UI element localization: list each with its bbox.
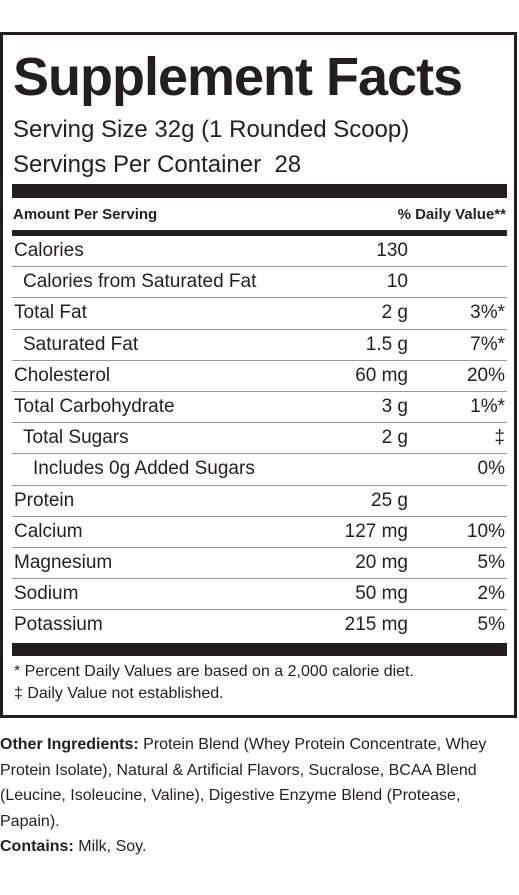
serving-size: Serving Size 32g (1 Rounded Scoop) xyxy=(13,116,410,143)
row: Includes 0g Added Sugars 0% xyxy=(12,454,507,486)
row: Calories from Saturated Fat 10 xyxy=(12,267,507,299)
daily-value: 10% xyxy=(466,520,505,542)
amount: 10 xyxy=(386,271,408,293)
contains: Contains: Milk, Soy. xyxy=(0,834,517,860)
footnote: * Percent Daily Values are based on a 2,… xyxy=(14,663,414,680)
facts-panel: Supplement Facts Serving Size 32g (1 Rou… xyxy=(0,32,517,718)
daily-value: 1%* xyxy=(470,395,505,417)
servings-per-container: Servings Per Container 28 xyxy=(13,151,302,178)
daily-value: 0% xyxy=(477,458,505,480)
daily-value: 5% xyxy=(477,614,505,636)
header-amount: Amount Per Serving xyxy=(13,206,158,223)
row: Magnesium 20 mg 5% xyxy=(12,548,507,580)
amount: 2 g xyxy=(381,427,408,449)
nutrient: Total Fat xyxy=(14,302,87,324)
row: Total Sugars 2 g ‡ xyxy=(12,423,507,455)
footnotes: * Percent Daily Values are based on a 2,… xyxy=(14,661,414,705)
nutrient: Total Sugars xyxy=(23,427,129,449)
amount: 3 g xyxy=(381,395,408,417)
nutrient: Calories from Saturated Fat xyxy=(23,271,257,293)
nutrient: Cholesterol xyxy=(14,364,111,386)
nutrient: Calories xyxy=(14,240,84,261)
row: Protein 25 g xyxy=(12,486,507,517)
amount: 60 mg xyxy=(355,364,408,386)
text: Protein Blend (Whey Protein Concentrate,… xyxy=(0,736,487,830)
daily-value: 5% xyxy=(477,551,505,573)
thick-rule xyxy=(12,643,507,656)
amount: 130 xyxy=(376,240,408,261)
footnote: ‡ Daily Value not established. xyxy=(14,685,224,702)
daily-value: 3%* xyxy=(470,302,505,324)
amount: 1.5 g xyxy=(365,333,408,355)
title: Supplement Facts xyxy=(13,47,463,107)
amount: 25 g xyxy=(371,489,408,511)
daily-value: 20% xyxy=(466,364,505,386)
thick-rule xyxy=(12,184,507,198)
amount: 50 mg xyxy=(355,583,408,605)
amount: 127 mg xyxy=(344,520,408,542)
nutrient: Protein xyxy=(14,489,75,511)
row: Sodium 50 mg 2% xyxy=(12,579,507,611)
amount: 20 mg xyxy=(355,551,408,573)
nutrient: Magnesium xyxy=(14,551,113,573)
nutrient: Total Carbohydrate xyxy=(14,395,175,417)
label: Contains: xyxy=(0,838,74,855)
nutrient: Includes 0g Added Sugars xyxy=(33,458,255,480)
label: Other Ingredients: xyxy=(0,736,139,753)
amount: 2 g xyxy=(381,302,408,324)
nutrient: Calcium xyxy=(14,520,83,542)
table-header: Amount Per Serving % Daily Value** xyxy=(13,204,506,226)
row: Calories 130 xyxy=(12,236,507,268)
daily-value: ‡ xyxy=(494,427,505,449)
other-ingredients: Other Ingredients: Protein Blend (Whey P… xyxy=(0,732,517,834)
nutrient-rows: Calories 130 Calories from Saturated Fat 1… xyxy=(12,236,507,640)
header-dv: % Daily Value** xyxy=(397,206,506,223)
row: Total Carbohydrate 3 g 1%* xyxy=(12,392,507,424)
daily-value: 2% xyxy=(477,583,505,605)
amount: 215 mg xyxy=(344,614,408,636)
nutrient: Sodium xyxy=(14,583,79,605)
text: Milk, Soy. xyxy=(78,838,147,855)
daily-value: 7%* xyxy=(470,333,505,355)
row: Potassium 215 mg 5% xyxy=(12,610,507,640)
row: Calcium 127 mg 10% xyxy=(12,517,507,548)
row: Saturated Fat 1.5 g 7%* xyxy=(12,330,507,361)
row: Total Fat 2 g 3%* xyxy=(12,298,507,330)
nutrient: Saturated Fat xyxy=(23,333,139,355)
medium-rule xyxy=(12,230,507,236)
nutrient: Potassium xyxy=(14,614,103,636)
row: Cholesterol 60 mg 20% xyxy=(12,361,507,392)
ingredients: Other Ingredients: Protein Blend (Whey P… xyxy=(0,732,517,860)
